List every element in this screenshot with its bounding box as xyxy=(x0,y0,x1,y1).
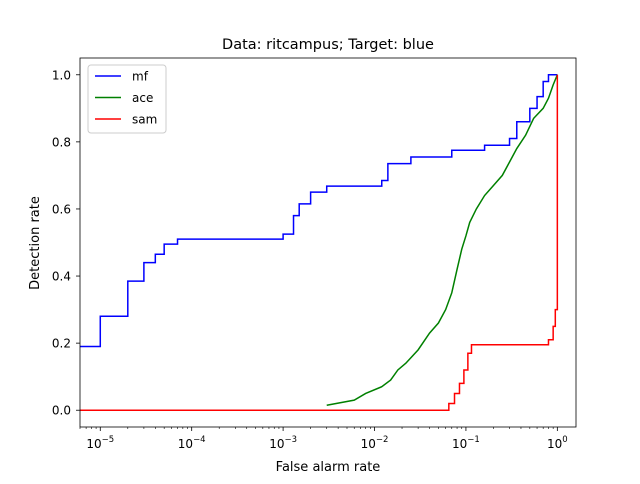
x-tick-label-2: 10−3 xyxy=(269,435,297,451)
y-axis-label: Detection rate xyxy=(28,196,43,290)
y-tick-label-1: 0.2 xyxy=(52,337,71,351)
x-tick-exponent-5: 0 xyxy=(562,435,567,445)
x-tick-label-3: 10−2 xyxy=(361,435,389,451)
x-tick-exponent-2: −3 xyxy=(284,435,297,445)
y-tick-label-2: 0.4 xyxy=(52,270,71,284)
y-tick-label-5: 1.0 xyxy=(52,68,71,82)
y-tick-label-0: 0.0 xyxy=(52,404,71,418)
legend-label-mf: mf xyxy=(132,70,149,84)
x-tick-exponent-0: −5 xyxy=(102,435,115,445)
x-tick-label-4: 10−1 xyxy=(452,435,480,451)
y-tick-label-3: 0.6 xyxy=(52,202,71,216)
legend-label-sam: sam xyxy=(132,113,157,127)
x-axis-label: False alarm rate xyxy=(276,460,381,475)
x-tick-exponent-1: −4 xyxy=(193,435,206,445)
chart-title: Data: ritcampus; Target: blue xyxy=(222,37,434,53)
series-line-sam xyxy=(80,74,559,411)
legend-label-ace: ace xyxy=(132,91,153,105)
x-tick-label-1: 10−4 xyxy=(178,435,206,451)
y-tick-label-4: 0.8 xyxy=(52,135,71,149)
x-tick-label-5: 100 xyxy=(547,435,568,451)
series-layer xyxy=(80,74,559,411)
series-line-ace xyxy=(326,74,559,406)
series-line-mf xyxy=(80,74,558,348)
legend: mf ace sam xyxy=(87,64,167,134)
legend-box xyxy=(87,64,167,134)
plot-frame xyxy=(79,57,577,428)
x-tick-exponent-3: −2 xyxy=(376,435,389,445)
x-tick-label-0: 10−5 xyxy=(86,435,114,451)
x-tick-exponent-4: −1 xyxy=(467,435,480,445)
